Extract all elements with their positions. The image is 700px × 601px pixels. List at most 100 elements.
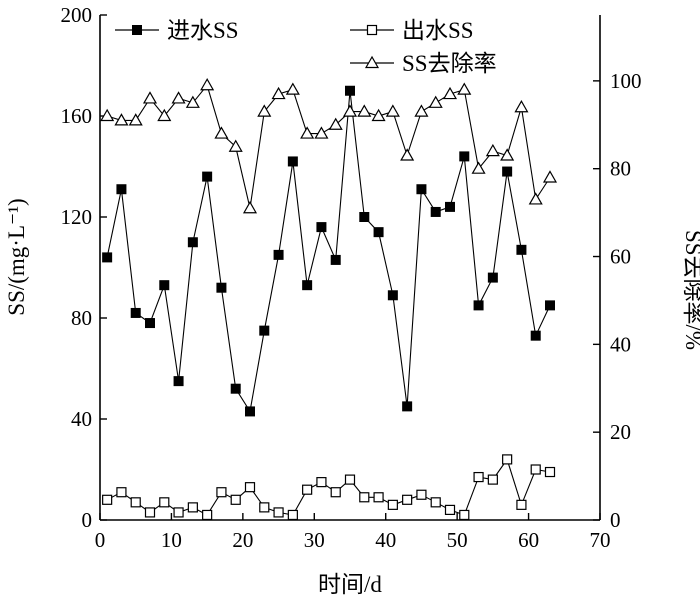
data-point-influent-ss bbox=[145, 318, 155, 329]
data-point-ss-removal-rate bbox=[500, 148, 515, 161]
x-tick-label: 50 bbox=[447, 528, 468, 552]
data-point-influent-ss bbox=[216, 282, 227, 293]
legend-marker bbox=[132, 25, 142, 35]
data-point-ss-removal-rate bbox=[528, 192, 543, 205]
series-ss-removal-rate bbox=[100, 78, 558, 214]
data-point-ss-removal-rate bbox=[285, 82, 300, 95]
data-point-effluent-ss bbox=[316, 477, 327, 488]
data-point-effluent-ss bbox=[159, 497, 170, 508]
legend-label: 进水SS bbox=[167, 18, 239, 43]
data-point-ss-removal-rate bbox=[357, 104, 372, 117]
y-right-tick-label: 100 bbox=[610, 69, 642, 93]
data-point-influent-ss bbox=[245, 406, 255, 417]
legend-item-ss-removal-rate: SS去除率 bbox=[350, 51, 497, 76]
data-point-ss-removal-rate bbox=[514, 100, 529, 113]
data-point-influent-ss bbox=[459, 151, 470, 162]
data-point-effluent-ss bbox=[416, 489, 427, 500]
data-point-influent-ss bbox=[416, 184, 427, 195]
data-point-influent-ss bbox=[102, 252, 113, 263]
x-tick-label: 0 bbox=[95, 528, 106, 552]
data-point-influent-ss bbox=[259, 325, 270, 336]
data-point-influent-ss bbox=[530, 330, 541, 341]
series-line-influent-ss bbox=[106, 90, 551, 413]
x-tick-label: 30 bbox=[304, 528, 325, 552]
data-point-influent-ss bbox=[430, 206, 441, 217]
data-point-effluent-ss bbox=[459, 509, 470, 521]
axes: 0 10 20 30 40 50 60 700408012016020002040608010… bbox=[61, 3, 642, 552]
data-point-effluent-ss bbox=[216, 487, 227, 498]
legend-item-influent-ss: 进水SS bbox=[115, 18, 239, 43]
y-right-tick-label: 40 bbox=[610, 332, 631, 356]
series-line-effluent-ss bbox=[106, 458, 551, 516]
data-point-effluent-ss bbox=[502, 454, 513, 465]
data-point-influent-ss bbox=[116, 184, 127, 195]
y-right-tick-label: 80 bbox=[610, 157, 631, 181]
data-point-ss-removal-rate bbox=[128, 113, 143, 126]
series-layer bbox=[100, 78, 558, 521]
data-point-ss-removal-rate bbox=[200, 78, 215, 91]
data-point-ss-removal-rate bbox=[157, 108, 172, 122]
y-left-tick-label: 160 bbox=[61, 104, 93, 128]
data-point-effluent-ss bbox=[530, 464, 541, 475]
y-right-axis-title: SS去除率/% bbox=[681, 230, 700, 350]
data-point-effluent-ss bbox=[387, 499, 398, 510]
x-tick-label: 20 bbox=[232, 528, 253, 552]
data-point-ss-removal-rate bbox=[400, 148, 415, 161]
data-point-ss-removal-rate bbox=[214, 126, 229, 139]
series-influent-ss bbox=[102, 85, 555, 417]
y-right-tick-label: 20 bbox=[610, 420, 631, 444]
legend-marker bbox=[366, 24, 378, 36]
data-point-influent-ss bbox=[402, 401, 413, 412]
data-point-effluent-ss bbox=[444, 504, 456, 515]
data-point-ss-removal-rate bbox=[414, 104, 429, 117]
data-point-influent-ss bbox=[302, 280, 313, 291]
data-point-effluent-ss bbox=[330, 487, 341, 498]
data-point-ss-removal-rate bbox=[385, 104, 400, 117]
data-point-influent-ss bbox=[316, 222, 327, 233]
data-point-ss-removal-rate bbox=[300, 126, 315, 139]
data-point-influent-ss bbox=[273, 249, 284, 260]
data-point-influent-ss bbox=[387, 290, 398, 301]
x-axis-title: 时间/d bbox=[318, 572, 382, 597]
data-point-influent-ss bbox=[373, 227, 384, 238]
data-point-ss-removal-rate bbox=[242, 201, 258, 214]
data-point-effluent-ss bbox=[302, 484, 313, 495]
data-point-effluent-ss bbox=[187, 502, 198, 513]
data-point-influent-ss bbox=[330, 254, 341, 265]
data-point-influent-ss bbox=[230, 383, 241, 394]
x-tick-label: 60 bbox=[518, 528, 539, 552]
data-point-ss-removal-rate bbox=[471, 161, 486, 174]
data-point-effluent-ss bbox=[102, 494, 113, 505]
data-point-effluent-ss bbox=[544, 466, 556, 478]
legend-item-effluent-ss: 出水SS bbox=[350, 18, 474, 43]
y-left-tick-label: 200 bbox=[61, 3, 93, 27]
data-point-effluent-ss bbox=[116, 487, 127, 498]
data-point-ss-removal-rate bbox=[114, 113, 129, 126]
data-point-effluent-ss bbox=[402, 494, 413, 505]
y-right-tick-label: 0 bbox=[610, 508, 621, 532]
data-point-influent-ss bbox=[159, 280, 170, 291]
data-point-influent-ss bbox=[287, 156, 298, 167]
data-point-effluent-ss bbox=[130, 497, 141, 508]
data-point-ss-removal-rate bbox=[442, 86, 458, 100]
data-point-influent-ss bbox=[487, 272, 498, 283]
data-point-effluent-ss bbox=[173, 507, 184, 518]
data-point-ss-removal-rate bbox=[257, 104, 272, 117]
data-point-ss-removal-rate bbox=[342, 104, 358, 117]
data-point-ss-removal-rate bbox=[171, 91, 186, 104]
y-left-tick-label: 80 bbox=[71, 306, 92, 330]
data-point-ss-removal-rate bbox=[185, 95, 200, 108]
y-left-tick-label: 0 bbox=[82, 508, 93, 532]
y-left-tick-label: 120 bbox=[61, 205, 93, 229]
data-point-influent-ss bbox=[202, 171, 213, 182]
data-point-ss-removal-rate bbox=[457, 82, 472, 95]
data-point-effluent-ss bbox=[144, 507, 156, 518]
x-tick-label: 10 bbox=[161, 528, 182, 552]
data-point-effluent-ss bbox=[373, 492, 384, 503]
data-point-ss-removal-rate bbox=[485, 143, 500, 157]
data-point-effluent-ss bbox=[487, 474, 498, 485]
data-point-ss-removal-rate bbox=[328, 117, 343, 130]
data-point-influent-ss bbox=[187, 237, 198, 248]
data-point-effluent-ss bbox=[273, 507, 284, 518]
